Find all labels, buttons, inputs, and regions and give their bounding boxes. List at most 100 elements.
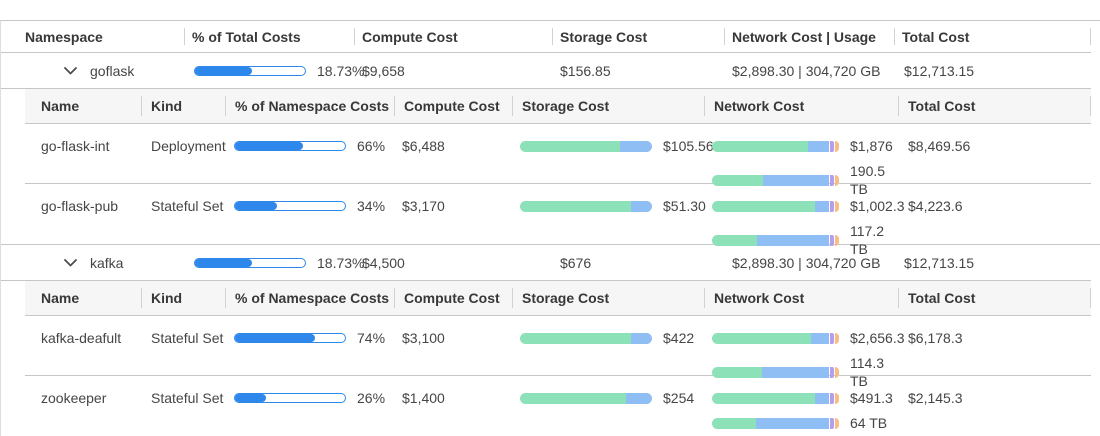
- workload-subtable: Name Kind % of Namespace Costs Compute C…: [25, 89, 1091, 257]
- storage-cost-bar: [520, 392, 652, 404]
- subcol-header-pct-namespace: % of Namespace Costs: [225, 281, 394, 315]
- network-cost-value: $491.3: [850, 390, 893, 406]
- storage-cost-value: $105.56: [663, 138, 714, 154]
- col-header-pct-total: % of Total Costs: [184, 21, 354, 52]
- workload-total-cost: $2,145.3: [908, 390, 963, 406]
- subcol-header-network: Network Cost: [704, 89, 898, 123]
- network-usage-bar: [712, 366, 839, 378]
- storage-cost-bar: [520, 200, 652, 212]
- namespace-storage-cost: $676: [560, 254, 592, 271]
- col-header-total: Total Cost: [894, 21, 1091, 52]
- workload-rows: go-flask-int Deployment 66% $6,488 $105.…: [25, 124, 1091, 257]
- workload-compute-cost: $6,488: [402, 138, 445, 154]
- namespace-network-cost-usage: $2,898.30 | 304,720 GB: [732, 62, 881, 79]
- network-cost-value: $1,876: [850, 138, 893, 154]
- subcol-header-compute: Compute Cost: [394, 281, 512, 315]
- namespace-total-cost: $12,713.15: [904, 62, 975, 79]
- workload-row[interactable]: go-flask-pub Stateful Set 34% $3,170 $51…: [25, 184, 1091, 257]
- workload-compute-cost: $1,400: [402, 390, 445, 406]
- workload-subtable: Name Kind % of Namespace Costs Compute C…: [25, 281, 1091, 436]
- subcol-header-kind: Kind: [141, 89, 225, 123]
- namespace-total-cost: $12,713.15: [904, 254, 975, 271]
- workload-row[interactable]: zookeeper Stateful Set 26% $1,400 $254 $…: [25, 376, 1091, 436]
- storage-cost-value: $422: [663, 330, 695, 346]
- workload-kind: Stateful Set: [151, 390, 224, 406]
- workload-name: zookeeper: [41, 390, 107, 406]
- namespace-section: kafka 18.73% $4,500 $676 $2,898.30 | 304…: [1, 245, 1100, 436]
- namespace-name: kafka: [90, 254, 124, 271]
- workload-rows: kafka-deafult Stateful Set 74% $3,100 $4…: [25, 316, 1091, 436]
- workload-kind: Stateful Set: [151, 330, 224, 346]
- pct-namespace-bar: [234, 393, 346, 403]
- pct-namespace-bar: [234, 141, 346, 151]
- subcol-header-storage: Storage Cost: [512, 89, 704, 123]
- pct-namespace-value: 74%: [357, 330, 386, 346]
- network-cost-value: $2,656.3: [850, 330, 905, 346]
- pct-namespace-value: 66%: [357, 138, 386, 154]
- subcol-header-kind: Kind: [141, 281, 225, 315]
- subcol-header-name: Name: [41, 98, 80, 114]
- subcol-header-total: Total Cost: [898, 281, 1091, 315]
- network-usage-value: 114.3 TB: [850, 355, 884, 389]
- network-cost-value: $1,002.3: [850, 198, 905, 214]
- namespace-row[interactable]: goflask 18.73% $9,658 $156.85 $2,898.30 …: [1, 53, 1091, 89]
- network-usage-value: 117.2 TB: [850, 223, 884, 257]
- namespace-compute-cost: $9,658: [362, 62, 405, 79]
- subcol-header-name: Name: [41, 290, 80, 306]
- storage-cost-bar: [520, 140, 652, 152]
- network-usage-bar: [712, 234, 840, 246]
- storage-cost-value: $51.30: [663, 198, 706, 214]
- workload-compute-cost: $3,100: [402, 330, 445, 346]
- subcol-header-pct-namespace: % of Namespace Costs: [225, 89, 394, 123]
- namespace-network-cost-usage: $2,898.30 | 304,720 GB: [732, 254, 881, 271]
- network-cost-bar: [712, 332, 840, 344]
- pct-total-bar: [194, 65, 306, 76]
- workload-name: kafka-deafult: [41, 330, 122, 346]
- workload-kind: Stateful Set: [151, 198, 224, 214]
- cost-allocation-table: Namespace % of Total Costs Compute Cost …: [0, 20, 1100, 436]
- network-usage-bar: [712, 417, 840, 429]
- storage-cost-value: $254: [663, 390, 695, 406]
- subcol-header-network: Network Cost: [704, 281, 898, 315]
- pct-total-value: 18.73%: [317, 62, 365, 79]
- main-header-row: Namespace % of Total Costs Compute Cost …: [1, 21, 1091, 53]
- pct-total-bar: [194, 257, 306, 268]
- chevron-down-icon[interactable]: [64, 258, 77, 267]
- workload-total-cost: $6,178.3: [908, 330, 963, 346]
- workload-name: go-flask-pub: [41, 198, 119, 214]
- subcol-header-compute: Compute Cost: [394, 89, 512, 123]
- workload-row[interactable]: kafka-deafult Stateful Set 74% $3,100 $4…: [25, 316, 1091, 389]
- workload-total-cost: $4,223.6: [908, 198, 963, 214]
- pct-namespace-bar: [234, 333, 346, 343]
- subtable-header-row: Name Kind % of Namespace Costs Compute C…: [25, 89, 1091, 124]
- workload-compute-cost: $3,170: [402, 198, 445, 214]
- workload-kind: Deployment: [151, 138, 226, 154]
- network-cost-bar: [712, 392, 840, 404]
- pct-namespace-value: 34%: [357, 198, 386, 214]
- pct-total-value: 18.73%: [317, 254, 365, 271]
- subcol-header-total: Total Cost: [898, 89, 1091, 123]
- subtable-header-row: Name Kind % of Namespace Costs Compute C…: [25, 281, 1091, 316]
- namespace-compute-cost: $4,500: [362, 254, 405, 271]
- network-cost-bar: [712, 200, 840, 212]
- network-cost-bar: [712, 140, 840, 152]
- col-header-network: Network Cost | Usage: [724, 21, 894, 52]
- storage-cost-bar: [520, 332, 652, 344]
- workload-name: go-flask-int: [41, 138, 110, 154]
- network-usage-value: 64 TB: [850, 415, 888, 431]
- subcol-header-storage: Storage Cost: [512, 281, 704, 315]
- network-usage-bar: [712, 174, 839, 186]
- network-usage-value: 190.5 TB: [850, 163, 886, 197]
- namespace-name: goflask: [90, 62, 135, 79]
- namespace-storage-cost: $156.85: [560, 62, 611, 79]
- col-header-storage: Storage Cost: [552, 21, 724, 52]
- pct-namespace-bar: [234, 201, 346, 211]
- pct-namespace-value: 26%: [357, 390, 386, 406]
- workload-row[interactable]: go-flask-int Deployment 66% $6,488 $105.…: [25, 124, 1091, 197]
- workload-total-cost: $8,469.56: [908, 138, 971, 154]
- namespace-sections: goflask 18.73% $9,658 $156.85 $2,898.30 …: [1, 53, 1100, 436]
- col-header-compute: Compute Cost: [354, 21, 552, 52]
- col-header-namespace: Namespace: [25, 28, 103, 45]
- chevron-down-icon[interactable]: [64, 66, 77, 75]
- namespace-row[interactable]: kafka 18.73% $4,500 $676 $2,898.30 | 304…: [1, 245, 1091, 281]
